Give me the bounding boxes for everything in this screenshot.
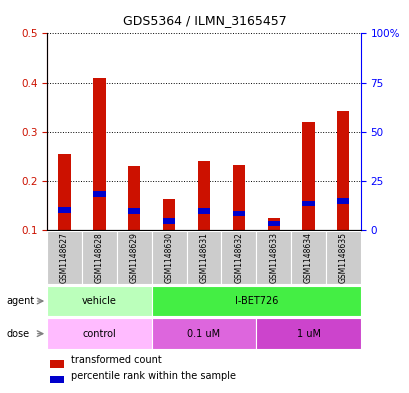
Text: transformed count: transformed count [70,355,161,365]
Text: GSM1148634: GSM1148634 [303,232,312,283]
Text: 1 uM: 1 uM [296,329,320,339]
Text: percentile rank within the sample: percentile rank within the sample [70,371,235,381]
Text: GSM1148629: GSM1148629 [130,232,138,283]
Bar [128,208,140,214]
Text: GDS5364 / ILMN_3165457: GDS5364 / ILMN_3165457 [123,14,286,27]
Bar [82,231,117,284]
Bar [267,218,279,230]
Bar [151,286,360,316]
Bar [337,198,348,204]
Bar [50,376,64,384]
Bar [302,122,314,230]
Text: dose: dose [6,329,29,339]
Bar [337,111,348,230]
Bar [198,161,209,230]
Bar [186,231,221,284]
Bar [58,207,70,213]
Bar [325,231,360,284]
Bar [290,231,325,284]
Bar [50,360,64,367]
Text: GSM1148628: GSM1148628 [95,232,103,283]
Bar [128,166,140,230]
Text: GSM1148630: GSM1148630 [164,232,173,283]
Bar [93,77,105,230]
Bar [58,154,70,230]
Bar [117,231,151,284]
Bar [232,165,244,230]
Bar [47,318,151,349]
Bar [47,286,151,316]
Text: 0.1 uM: 0.1 uM [187,329,220,339]
Text: GSM1148633: GSM1148633 [269,232,277,283]
Bar [232,211,244,216]
Bar [163,218,175,224]
Bar [47,231,82,284]
Bar [93,191,105,196]
Bar [256,231,290,284]
Bar [302,201,314,206]
Bar [221,231,256,284]
Text: GSM1148635: GSM1148635 [338,232,347,283]
Text: GSM1148631: GSM1148631 [199,232,208,283]
Bar [267,220,279,226]
Bar [256,318,360,349]
Bar [151,318,256,349]
Bar [151,231,186,284]
Bar [163,199,175,230]
Text: GSM1148627: GSM1148627 [60,232,69,283]
Text: agent: agent [6,296,34,306]
Text: I-BET726: I-BET726 [234,296,277,306]
Text: vehicle: vehicle [82,296,117,306]
Bar [198,208,209,214]
Text: control: control [82,329,116,339]
Text: GSM1148632: GSM1148632 [234,232,243,283]
